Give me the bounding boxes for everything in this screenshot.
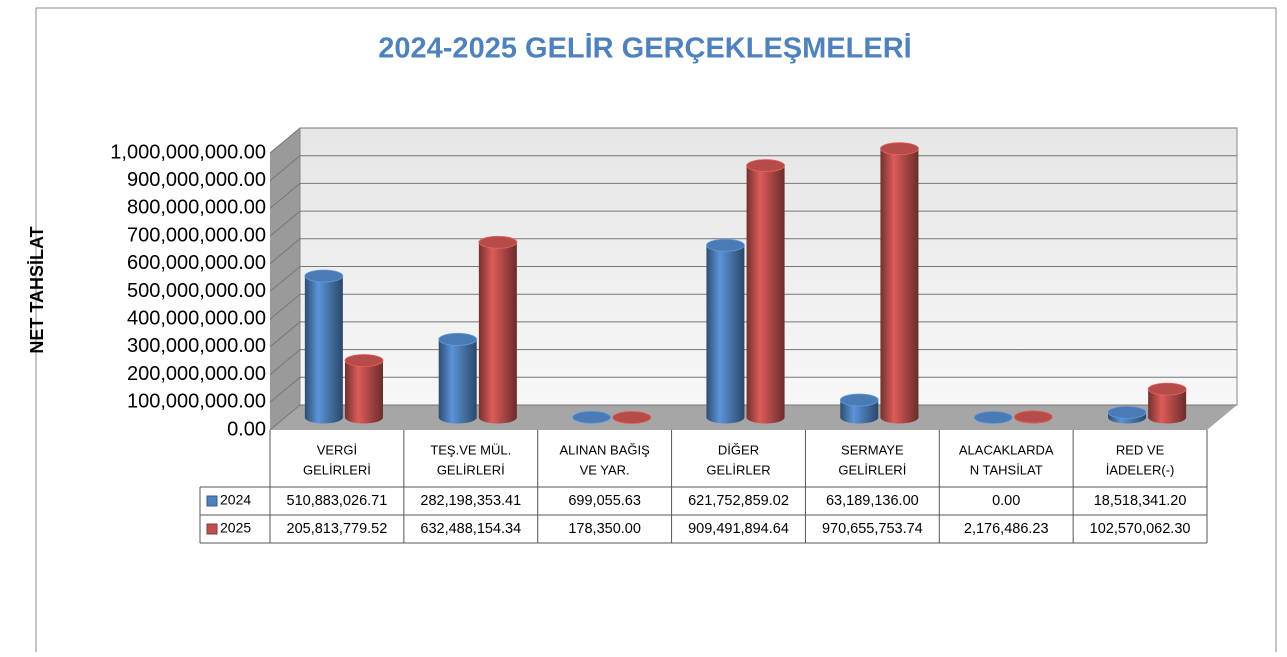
table-value: 2,176,486.23 [964,521,1049,537]
bar-top [613,411,651,423]
y-axis-label: NET TAHSİLAT [27,226,47,353]
table-value: 510,883,026.71 [287,493,388,509]
table-value: 63,189,136.00 [826,493,919,509]
bar [439,333,477,423]
bar-top [305,270,343,282]
x-tick-label: SERMAYE [841,442,904,457]
x-tick-label: VERGİ [317,442,357,457]
bar [479,236,517,423]
table-value: 178,350.00 [568,521,641,537]
bar-body [479,242,517,417]
x-tick-label: TEŞ.VE MÜL. [430,442,511,457]
chart-title: 2024-2025 GELİR GERÇEKLEŞMELERİ [378,33,911,65]
bar [573,411,611,423]
y-tick-label: 600,000,000.00 [127,252,266,274]
bar-top [1148,383,1186,395]
legend-key [207,524,217,534]
x-tick-label: DİĞER [718,442,759,457]
bar-top [479,236,517,248]
bar-bottom [706,412,744,424]
bar-body [305,276,343,418]
bar-bottom [345,412,383,424]
bar-top [1014,411,1052,423]
table-value: 18,518,341.20 [1094,493,1187,509]
bar-top [706,239,744,251]
table-value: 621,752,859.02 [688,493,789,509]
y-tick-label: 400,000,000.00 [127,307,266,329]
bar-bottom [747,412,785,424]
bar-body [439,339,477,417]
bar-body [706,245,744,417]
x-tick-label: İADELER(-) [1106,462,1175,477]
legend-label: 2025 [220,520,251,536]
bar [1148,383,1186,423]
bar [1014,411,1052,424]
bar [840,394,878,424]
table-value: 909,491,894.64 [688,521,789,537]
legend-key [207,496,217,506]
bar-top [974,412,1012,424]
bar-top [345,354,383,366]
x-tick-label: GELİRLER [706,462,770,477]
x-tick-label: ALACAKLARDA [959,442,1054,457]
x-tick-label: GELİRLERİ [437,462,505,477]
x-tick-label: GELİRLERİ [303,462,371,477]
bar [1108,406,1146,423]
bar-top [880,143,918,155]
y-tick-label: 200,000,000.00 [127,363,266,385]
x-tick-label: RED VE [1116,442,1165,457]
y-tick-label: 700,000,000.00 [127,224,266,246]
bar [345,354,383,423]
table-value: 632,488,154.34 [420,521,521,537]
bar [974,412,1012,424]
bar-bottom [305,412,343,424]
x-tick-label: GELİRLERİ [838,462,906,477]
bar-top [840,394,878,406]
bar-top [439,333,477,345]
bar [706,239,744,423]
bar-top [1108,406,1146,418]
bar-bottom [1148,412,1186,424]
y-tick-label: 500,000,000.00 [127,280,266,302]
bar-top [747,160,785,172]
y-tick-label: 300,000,000.00 [127,335,266,357]
table-value: 0.00 [992,493,1020,509]
y-tick-label: 0.00 [227,418,266,440]
x-tick-label: N TAHSİLAT [970,462,1043,477]
y-tick-label: 900,000,000.00 [127,169,266,191]
table-value: 102,570,062.30 [1090,521,1191,537]
x-tick-label: ALINAN BAĞIŞ [559,442,650,457]
y-tick-label: 800,000,000.00 [127,197,266,219]
bar [747,160,785,424]
y-tick-label: 1,000,000,000.00 [110,141,266,163]
table-value: 699,055.63 [568,493,641,509]
bar [880,143,918,424]
x-tick-label: VE YAR. [580,462,630,477]
bar-body [345,360,383,417]
bar-bottom [880,412,918,424]
bar [305,270,343,424]
bar-bottom [840,412,878,424]
bar-body [880,149,918,418]
bar-top [573,411,611,423]
table-value: 970,655,753.74 [822,521,923,537]
table-value: 205,813,779.52 [287,521,388,537]
y-tick-label: 100,000,000.00 [127,391,266,413]
bar-body [747,166,785,418]
bar-bottom [479,412,517,424]
bar-bottom [439,412,477,424]
table-value: 282,198,353.41 [420,493,521,509]
bar [613,411,651,423]
legend-label: 2024 [220,492,251,508]
